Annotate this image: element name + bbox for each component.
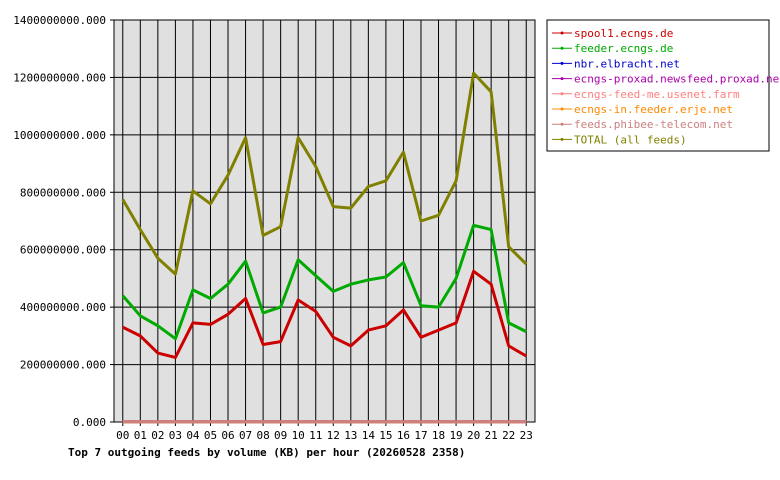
y-tick-label: 600000000.000 — [20, 244, 106, 257]
x-tick-label: 07 — [239, 429, 252, 442]
x-axis-ticks: 00 01 02 03 04 05 06 07 08 09 10 11 12 13 14 15 16 17 18 19… — [116, 422, 533, 442]
legend-label: nbr.elbracht.net — [574, 57, 680, 70]
plot-background — [113, 19, 536, 423]
series-line — [122, 269, 527, 359]
series-lines — [121, 71, 528, 424]
y-tick-label: 400000000.000 — [20, 301, 106, 314]
legend-marker — [560, 92, 564, 96]
y-tick-label: 0.000 — [73, 416, 106, 429]
x-tick-label: 12 — [327, 429, 340, 442]
y-tick-label: 1000000000.000 — [13, 129, 106, 142]
x-tick-label: 03 — [169, 429, 182, 442]
x-tick-label: 13 — [344, 429, 357, 442]
legend: spool1.ecngs.de feeder.ecngs.de nbr.elbrac… — [552, 27, 780, 146]
x-tick-label: 04 — [186, 429, 200, 442]
legend-label: feeds.phibee-telecom.net — [574, 118, 733, 131]
y-tick-label: 200000000.000 — [20, 359, 106, 372]
x-tick-label: 14 — [362, 429, 376, 442]
legend-marker — [560, 122, 564, 126]
y-axis-ticks: 0.000 200000000.000 400000000.000 600000000… — [13, 14, 114, 429]
x-tick-label: 00 — [116, 429, 129, 442]
legend-marker — [560, 61, 564, 65]
legend-marker — [560, 46, 564, 50]
x-tick-label: 15 — [379, 429, 392, 442]
y-tick-label: 800000000.000 — [20, 186, 106, 199]
legend-label: feeder.ecngs.de — [574, 42, 673, 55]
x-tick-label: 09 — [274, 429, 287, 442]
legend-label: spool1.ecngs.de — [574, 27, 673, 40]
x-tick-label: 23 — [520, 429, 533, 442]
y-tick-label: 1400000000.000 — [13, 14, 106, 27]
x-tick-label: 01 — [134, 429, 147, 442]
x-tick-label: 22 — [502, 429, 515, 442]
series-line — [121, 71, 528, 276]
x-tick-label: 02 — [151, 429, 164, 442]
x-tick-label: 08 — [256, 429, 269, 442]
legend-marker — [560, 107, 564, 111]
x-tick-label: 06 — [221, 429, 234, 442]
legend-label: ecngs-in.feeder.erje.net — [574, 103, 733, 116]
x-tick-label: 18 — [432, 429, 445, 442]
legend-marker — [560, 77, 564, 81]
x-tick-label: 20 — [467, 429, 480, 442]
x-tick-label: 19 — [449, 429, 462, 442]
legend-marker — [560, 31, 564, 35]
chart-title: Top 7 outgoing feeds by volume (KB) per … — [68, 446, 465, 459]
x-tick-label: 17 — [414, 429, 427, 442]
legend-marker — [560, 137, 564, 141]
x-tick-label: 05 — [204, 429, 217, 442]
x-tick-label: 11 — [309, 429, 322, 442]
legend-label: ecngs-proxad.newsfeed.proxad.net — [574, 73, 780, 86]
legend-box — [546, 19, 770, 152]
legend-label: ecngs-feed-me.usenet.farm — [574, 88, 740, 101]
x-tick-label: 10 — [292, 429, 305, 442]
legend-label: TOTAL (all feeds) — [574, 133, 687, 146]
x-tick-label: 21 — [485, 429, 498, 442]
x-tick-label: 16 — [397, 429, 410, 442]
series-line — [121, 223, 527, 341]
y-tick-label: 1200000000.000 — [13, 71, 106, 84]
